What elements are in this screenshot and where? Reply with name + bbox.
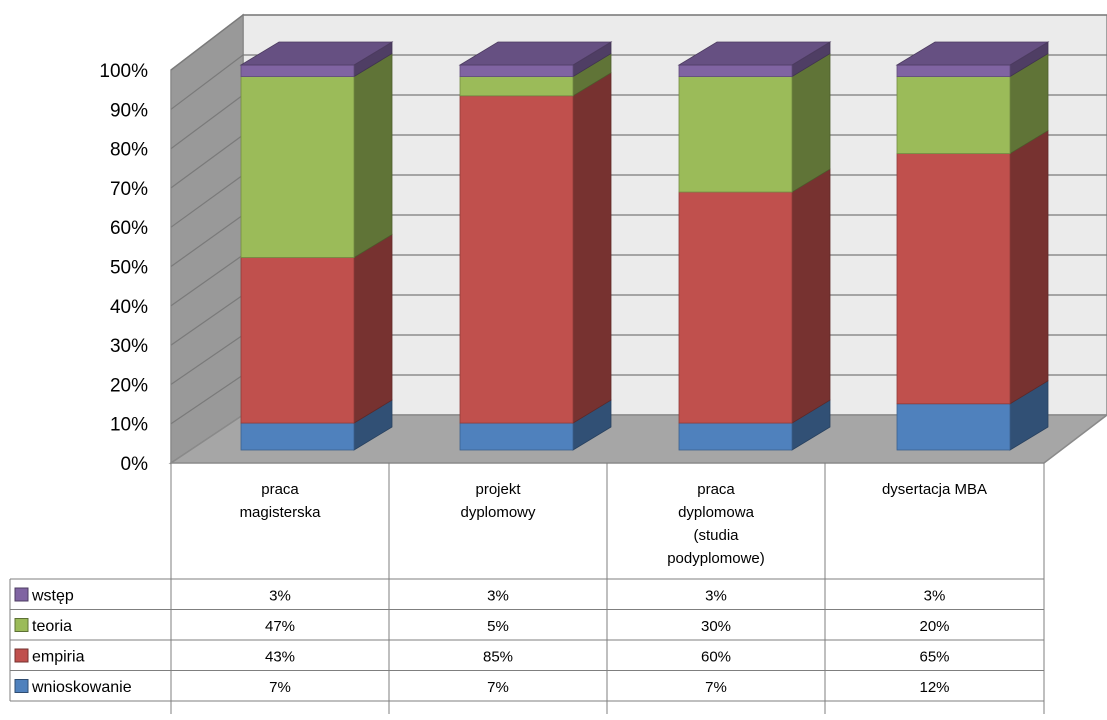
data-table: praca magisterska projekt dyplomowy praca dyp… xyxy=(9,463,1045,714)
data-label: 30% xyxy=(701,618,731,635)
category-label: projekt xyxy=(475,481,521,498)
y-tick-label: 60% xyxy=(110,218,148,239)
data-label: 43% xyxy=(265,648,295,665)
data-label: 3% xyxy=(705,587,727,604)
bar-top xyxy=(458,41,613,66)
y-tick-label: 20% xyxy=(110,375,148,396)
category-label: praca xyxy=(261,481,299,498)
legend-key-wnioskowanie xyxy=(14,679,29,693)
data-label: 7% xyxy=(487,679,509,696)
data-label: 3% xyxy=(924,587,946,604)
legend-key-empiria xyxy=(14,648,29,663)
bar-segment-empiria xyxy=(459,95,574,424)
category-label: dyplomowa xyxy=(678,504,755,521)
bar-segment-wstęp xyxy=(459,64,574,77)
bar-segment-teoria xyxy=(896,76,1011,154)
gridline-left xyxy=(170,374,244,425)
bar-side-empiria xyxy=(572,72,612,424)
bar-segment-teoria xyxy=(678,76,793,193)
y-tick-label: 50% xyxy=(110,258,148,279)
category-label: podyplomowe) xyxy=(667,550,765,567)
y-tick-label: 40% xyxy=(110,297,148,318)
bar-stack xyxy=(895,41,1050,451)
data-label: 12% xyxy=(919,679,949,696)
bar-segment-empiria xyxy=(240,257,355,424)
bar-segment-wnioskowanie xyxy=(459,422,574,451)
category-label: praca xyxy=(697,481,735,498)
gridline-left xyxy=(170,94,244,150)
bar-segment-wstęp xyxy=(896,64,1011,77)
bar-stack xyxy=(677,41,832,451)
gridline-left xyxy=(170,294,244,346)
bar-segment-teoria xyxy=(459,76,574,97)
bar-side-empiria xyxy=(1009,129,1049,405)
category-label: (studia xyxy=(693,527,739,544)
bar-side-empiria xyxy=(791,168,831,424)
y-tick-label: 80% xyxy=(110,140,148,161)
gridline-left xyxy=(170,134,244,189)
legend-label: teoria xyxy=(32,618,72,635)
bar-top xyxy=(239,41,394,66)
data-label: 7% xyxy=(705,679,727,696)
bar-segment-wnioskowanie xyxy=(896,403,1011,451)
legend-label: wstęp xyxy=(31,587,74,604)
gridline-left xyxy=(170,214,244,267)
bar-stack xyxy=(239,41,394,451)
y-tick-label: 10% xyxy=(110,415,148,436)
legend-key-wstęp xyxy=(14,587,29,602)
y-axis-ticks: 0% 10% 20% 30% 40% 50% 60% 70% 80% 90% 100% xyxy=(99,61,148,475)
y-tick-label: 0% xyxy=(121,454,149,475)
bar-side-teoria xyxy=(353,52,393,259)
data-label: 65% xyxy=(919,648,949,665)
y-tick-label: 70% xyxy=(110,179,148,200)
y-tick-label: 90% xyxy=(110,100,148,121)
category-label: magisterska xyxy=(240,504,322,521)
legend-key-teoria xyxy=(14,618,29,632)
bar-segment-empiria xyxy=(678,191,793,424)
gridline-left xyxy=(170,174,244,228)
bar-segment-wnioskowanie xyxy=(678,422,793,451)
bar-side-empiria xyxy=(353,233,393,424)
data-label: 85% xyxy=(483,648,513,665)
data-label: 7% xyxy=(269,679,291,696)
data-label: 47% xyxy=(265,618,295,635)
bar-side-teoria xyxy=(791,52,831,193)
data-label: 60% xyxy=(701,648,731,665)
gridline-left xyxy=(170,54,244,110)
bar-segment-empiria xyxy=(896,153,1011,405)
y-tick-label: 100% xyxy=(99,61,148,82)
data-label: 20% xyxy=(919,618,949,635)
category-label: dysertacja MBA xyxy=(882,481,987,498)
bar-segment-teoria xyxy=(240,76,355,258)
data-label: 5% xyxy=(487,618,509,635)
gridline-left xyxy=(170,254,244,307)
category-label: dyplomowy xyxy=(460,504,536,521)
legend-label: wnioskowanie xyxy=(31,679,132,696)
bar-top xyxy=(677,41,832,66)
bar-segment-wstęp xyxy=(678,64,793,77)
y-tick-label: 30% xyxy=(110,336,148,357)
data-label: 3% xyxy=(269,587,291,604)
gridline-left xyxy=(170,334,244,385)
bar-top xyxy=(895,41,1050,66)
bars xyxy=(239,41,1050,451)
gridline-left xyxy=(170,14,244,71)
bar-stack xyxy=(458,41,613,451)
bar-segment-wstęp xyxy=(240,64,355,77)
bar-segment-wnioskowanie xyxy=(240,422,355,451)
legend-label: empiria xyxy=(32,648,85,665)
floor xyxy=(168,414,1107,464)
data-label: 3% xyxy=(487,587,509,604)
